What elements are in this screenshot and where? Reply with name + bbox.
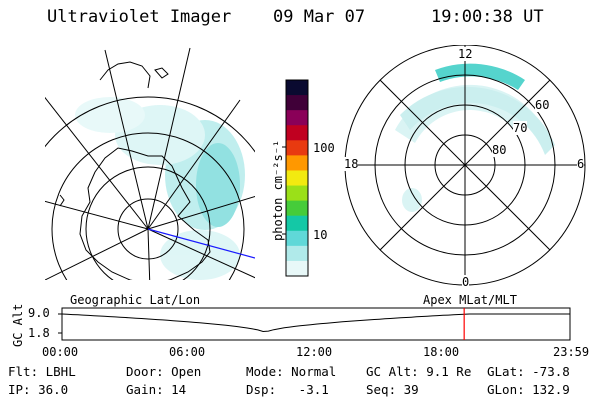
dsp-info: Dsp: -3.1 <box>246 382 329 397</box>
date-label: 09 Mar 07 <box>273 7 366 27</box>
polar-grid <box>344 45 586 286</box>
colorbar-band <box>286 200 308 217</box>
geographic-map <box>45 47 255 280</box>
altitude-curve <box>61 313 570 333</box>
antarctica-coastline <box>79 147 211 280</box>
altitude-timeline <box>58 307 571 341</box>
colorbar-band <box>286 170 308 187</box>
filter-info: Flt: LBHL <box>8 364 76 379</box>
colorbar-band <box>286 95 308 111</box>
mlt-label-0: 0 <box>462 275 470 289</box>
x-tick-0000: 00:00 <box>42 345 79 359</box>
colorbar <box>282 79 309 277</box>
mode-info: Mode: Normal <box>246 364 337 379</box>
colorbar-band <box>286 260 308 277</box>
ip-info: IP: 36.0 <box>8 382 69 397</box>
lat-label-60: 60 <box>535 98 550 112</box>
timeline-y-max: 9.0 <box>28 306 50 320</box>
polar-aurora-oval <box>395 63 555 212</box>
geo-meridian-line <box>147 228 255 259</box>
lat-label-70: 70 <box>513 121 528 135</box>
time-label: 19:00:38 UT <box>431 7 544 27</box>
x-tick-1800: 18:00 <box>423 345 460 359</box>
geo-grid <box>45 47 255 280</box>
colorbar-frame <box>285 79 309 277</box>
x-tick-0600: 06:00 <box>169 345 206 359</box>
mlt-label-12: 12 <box>458 47 473 61</box>
colorbar-tick-label-100: 100 <box>313 141 335 155</box>
colorbar-band <box>286 245 308 262</box>
colorbar-band <box>286 185 308 202</box>
x-tick-2359: 23:59 <box>553 345 590 359</box>
colorbar-gradient <box>286 80 308 277</box>
glon-info: GLon: 132.9 <box>487 382 570 397</box>
colorbar-band <box>286 140 308 156</box>
colorbar-tick-label-10: 10 <box>313 228 328 242</box>
colorbar-unit-label: photon cm⁻²s⁻¹ <box>271 139 285 241</box>
gain-info: Gain: 14 <box>126 382 187 397</box>
colorbar-band <box>286 110 308 126</box>
timeline-y-min: 1.8 <box>28 326 50 340</box>
x-tick-1200: 12:00 <box>296 345 333 359</box>
polar-plot <box>344 45 586 286</box>
timeline-left-label: Geographic Lat/Lon <box>70 293 201 307</box>
timeline-right-label: Apex MLat/MLT <box>423 293 517 307</box>
colorbar-band <box>286 80 308 96</box>
colorbar-band <box>286 230 308 247</box>
gc-alt-info: GC Alt: 9.1 Re <box>366 364 472 379</box>
glat-info: GLat: -73.8 <box>487 364 570 379</box>
mlt-label-6: 6 <box>577 157 585 171</box>
seq-info: Seq: 39 <box>366 382 419 397</box>
door-info: Door: Open <box>126 364 202 379</box>
mlt-label-18: 18 <box>344 157 359 171</box>
colorbar-band <box>286 155 308 171</box>
island-coastline <box>59 67 169 207</box>
lat-label-80: 80 <box>492 143 507 157</box>
geo-aurora-oval <box>75 97 245 280</box>
south-america-coastline <box>99 61 151 89</box>
colorbar-band <box>286 215 308 232</box>
instrument-title: Ultraviolet Imager <box>47 7 232 27</box>
colorbar-band <box>286 125 308 141</box>
